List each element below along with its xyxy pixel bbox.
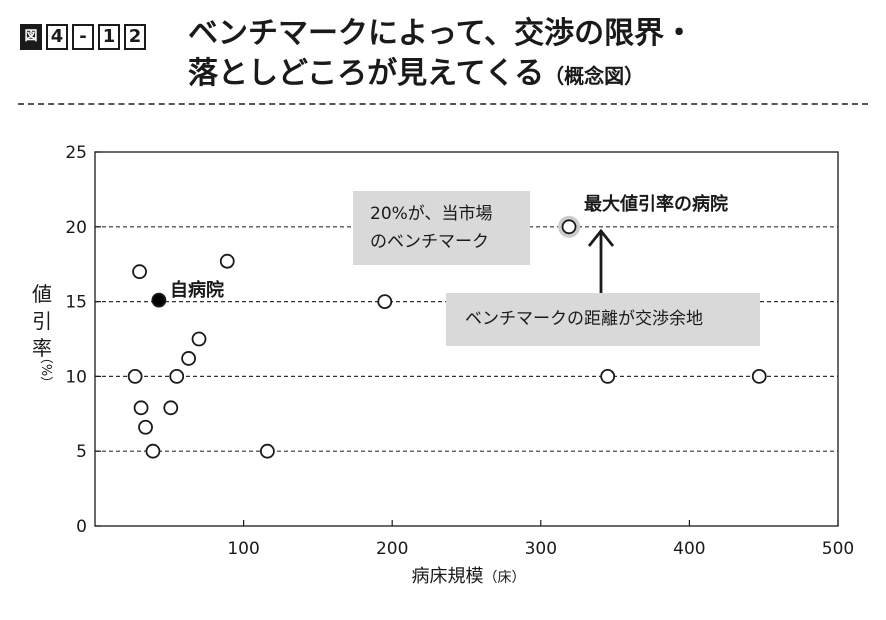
y-tick-label: 25 [65,143,87,163]
own-hospital-point [151,292,167,308]
figure-num-2: 2 [124,24,146,50]
own-hospital-label: 自病院 [170,280,224,301]
figure-number: 図 4 - 1 2 [20,24,146,50]
x-tick-label: 500 [822,539,854,559]
title-line-1: ベンチマークによって、交渉の限界・ [188,16,695,51]
x-tick-label: 300 [525,539,557,559]
x-tick-label: 400 [673,539,705,559]
data-point [127,368,143,384]
title-line-2-main: 落としどころが見えてくる [188,56,545,91]
benchmark-note-line-2: のベンチマーク [370,232,489,252]
data-point [751,368,767,384]
y-axis-label-char: 率 [32,336,52,360]
x-axis-label-text: 病床規模 [412,566,484,587]
y-tick-label: 20 [65,218,87,238]
y-tick-label: 5 [76,442,87,462]
data-point [259,443,275,459]
figure-title: ベンチマークによって、交渉の限界・ 落としどころが見えてくる（概念図） [188,14,868,96]
x-axis-label: 病床規模（床） [412,566,526,587]
y-axis-label-unit: （%） [38,351,53,389]
y-tick-label: 15 [65,293,87,313]
distance-arrow-head [587,228,615,247]
max-hospital-point [561,219,577,235]
x-axis-label-unit: （床） [484,570,526,586]
title-line-2: 落としどころが見えてくる（概念図） [188,54,868,96]
data-point [169,368,185,384]
data-point [132,264,147,280]
data-point [163,400,179,416]
figure-num-1: 1 [98,24,120,50]
data-point [600,368,616,384]
figure-dash: - [72,24,94,50]
y-axis-label-char: 引 [32,309,52,333]
title-suffix: （概念図） [544,64,645,88]
data-point [181,351,197,366]
y-axis-label-char: 値 [32,282,52,306]
benchmark-note-line-1: 20%が、当市場 [370,204,493,224]
data-point [219,253,235,269]
benchmark-note: 20%が、当市場 のベンチマーク [353,191,530,265]
data-point [377,294,393,310]
figure-icon: 図 [20,24,42,50]
figure-chapter: 4 [46,24,68,50]
title-divider [18,103,868,105]
plot-frame [94,151,839,527]
distance-note-text: ベンチマークの距離が交渉余地 [465,309,703,329]
distance-note: ベンチマークの距離が交渉余地 [446,293,760,346]
x-tick-label: 100 [227,539,259,559]
data-point [138,419,153,435]
data-point [145,443,161,459]
y-tick-label: 0 [76,517,87,537]
data-point [133,400,149,416]
data-point [191,331,207,347]
y-tick-label: 10 [65,367,87,387]
max-hospital-label: 最大値引率の病院 [584,194,728,215]
x-tick-label: 200 [376,539,408,559]
